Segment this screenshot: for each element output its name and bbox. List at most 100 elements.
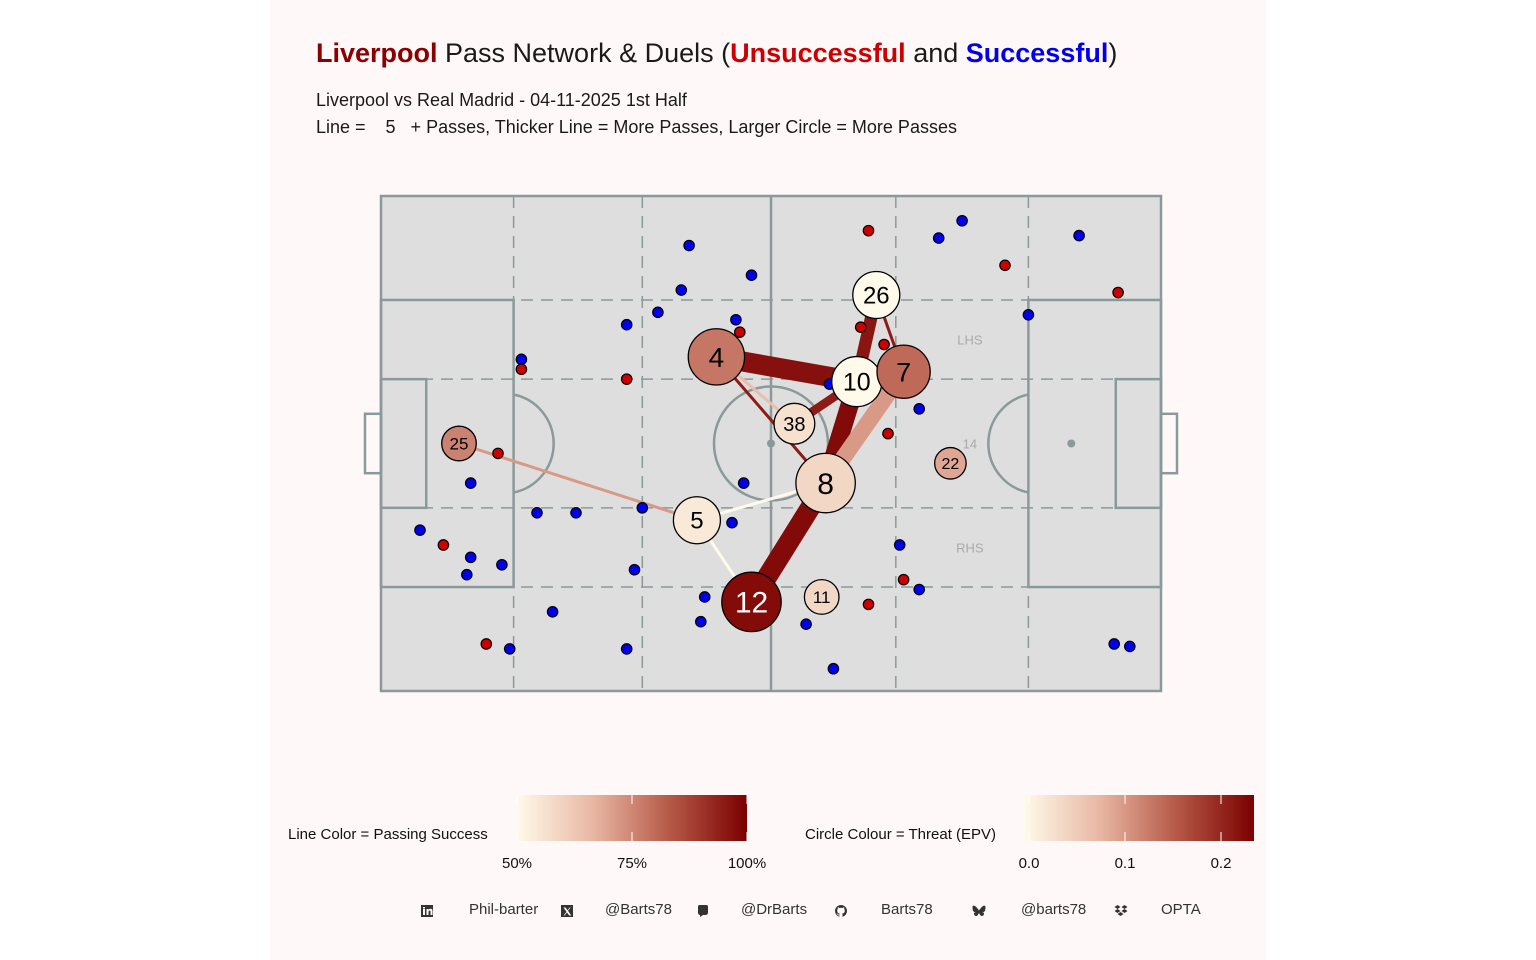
centre-circle — [712, 385, 830, 502]
circle-legend-title: Circle Colour = Threat (EPV) — [805, 826, 996, 843]
duel-successful — [464, 477, 477, 489]
circle-legend-tick-label: 0.2 — [1211, 855, 1232, 872]
duel-successful — [1022, 308, 1035, 321]
duel-successful — [652, 306, 664, 319]
zone-label: LHS — [957, 333, 983, 348]
duel-successful — [460, 568, 473, 581]
player-node-22 — [934, 446, 967, 480]
duel-unsuccessful — [480, 638, 493, 650]
duel-unsuccessful — [437, 539, 450, 551]
credit-text: Barts78 — [881, 901, 933, 918]
bluesky-icon — [972, 904, 986, 918]
linkedin-icon — [420, 904, 434, 918]
duel-unsuccessful — [862, 224, 875, 237]
line-legend-tick-label: 100% — [728, 855, 766, 872]
credit-text: @Barts78 — [605, 901, 672, 918]
player-node-7 — [876, 344, 931, 399]
legends: Line Color = Passing Success 50% 75% 100% Ci… — [288, 795, 1254, 872]
duel-successful — [913, 583, 925, 596]
player-number-38: 38 — [783, 414, 805, 436]
duel-successful — [503, 643, 516, 655]
duel-successful — [636, 502, 649, 514]
subtitle-match: Liverpool vs Real Madrid - 04-11-2025 1s… — [316, 90, 687, 110]
left-goal — [363, 412, 383, 475]
duel-successful — [913, 403, 925, 415]
credit-text: Phil-barter — [469, 901, 539, 918]
duel-successful — [546, 605, 559, 618]
duel-successful — [893, 539, 906, 551]
duel-unsuccessful — [878, 338, 890, 351]
player-node-8 — [795, 452, 856, 514]
github-icon — [834, 904, 848, 918]
title-part1: Pass Network & Duels ( — [437, 38, 731, 68]
duel-successful — [531, 506, 543, 519]
duel-successful — [827, 662, 840, 675]
player-node-38 — [773, 402, 816, 445]
player-number-7: 7 — [896, 357, 911, 387]
player-node-4 — [687, 328, 746, 386]
duel-successful — [800, 618, 812, 630]
duel-successful — [570, 506, 582, 519]
player-number-26: 26 — [863, 282, 890, 309]
player-number-12: 12 — [735, 587, 768, 620]
duel-unsuccessful — [515, 363, 528, 376]
circle-legend-tick-label: 0.1 — [1115, 855, 1136, 872]
duel-successful — [628, 563, 641, 576]
duel-successful — [726, 516, 738, 529]
player-number-8: 8 — [817, 468, 834, 501]
player-number-5: 5 — [690, 508, 703, 535]
duel-unsuccessful — [882, 427, 894, 440]
duel-successful — [698, 591, 711, 603]
player-node-26 — [852, 270, 901, 320]
right-penalty-arc — [987, 393, 1029, 494]
duel-successful — [1124, 640, 1136, 653]
duel-successful — [1108, 638, 1120, 650]
dropbox-icon — [1114, 904, 1128, 918]
duel-unsuccessful — [620, 373, 633, 385]
duel-unsuccessful — [999, 259, 1011, 272]
duel-successful — [730, 313, 742, 326]
title-and: and — [905, 38, 966, 68]
x-icon — [560, 904, 574, 918]
duel-successful — [1073, 229, 1085, 242]
credits-bar: Phil-barter @Barts78 @DrBarts Barts78 @barts… — [420, 901, 1220, 923]
duel-unsuccessful — [733, 326, 746, 338]
duel-successful — [683, 239, 695, 252]
duel-successful — [737, 477, 750, 489]
circle-legend-tick-label: 0.0 — [1019, 855, 1040, 872]
duel-successful — [414, 524, 426, 536]
title-close: ) — [1108, 38, 1118, 68]
chart-title: Liverpool Pass Network & Duels (Unsucces… — [316, 38, 1117, 69]
circle-legend-colorbar — [1024, 795, 1254, 841]
player-number-11: 11 — [813, 588, 831, 607]
player-number-10: 10 — [843, 369, 871, 397]
duel-successful — [620, 318, 633, 331]
left-penalty-arc — [513, 393, 555, 494]
player-nodes: 25 5 12 11 8 38 4 10 7 26 22 — [441, 270, 967, 633]
duel-unsuccessful — [1112, 286, 1124, 299]
player-node-25 — [441, 425, 477, 462]
credit-text: @DrBarts — [741, 901, 808, 918]
zone-label: 14 — [963, 437, 977, 452]
title-team: Liverpool — [316, 38, 438, 68]
player-node-5 — [672, 496, 722, 545]
duel-successful — [745, 269, 758, 281]
subtitle-legend-note: Line = 5 + Passes, Thicker Line = More P… — [316, 117, 957, 137]
duel-unsuccessful — [862, 598, 875, 611]
player-number-4: 4 — [709, 342, 725, 373]
duel-successful — [694, 615, 707, 628]
title-successful: Successful — [965, 38, 1109, 68]
centre-spot — [767, 439, 775, 448]
right-goal — [1159, 412, 1179, 475]
duel-successful — [620, 643, 633, 655]
credit-text: @barts78 — [1021, 901, 1087, 918]
line-legend-tick-label: 75% — [617, 855, 647, 872]
zone-label: RHS — [956, 540, 984, 555]
title-unsuccessful: Unsuccessful — [730, 38, 906, 68]
duel-successful — [956, 214, 968, 227]
duel-unsuccessful — [854, 321, 867, 333]
line-legend-tick-label: 50% — [502, 855, 532, 872]
player-node-12 — [721, 571, 782, 633]
duel-successful — [675, 284, 688, 296]
